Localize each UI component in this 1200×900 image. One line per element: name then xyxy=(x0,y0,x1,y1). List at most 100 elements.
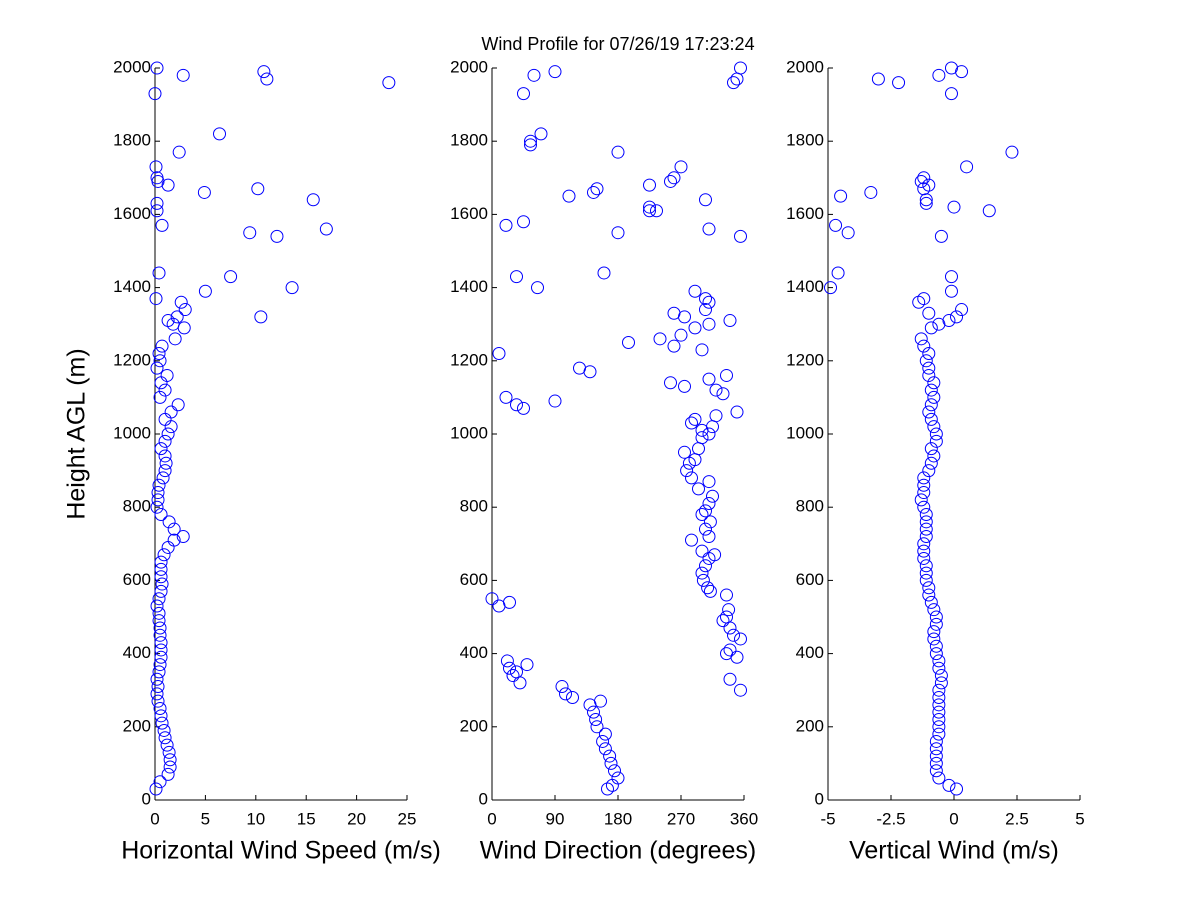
x-tick-label: 20 xyxy=(347,809,366,828)
point xyxy=(148,87,162,101)
point xyxy=(611,145,625,159)
point xyxy=(587,705,600,719)
y-tick-label: 0 xyxy=(815,789,824,808)
point xyxy=(922,581,936,595)
point xyxy=(934,229,948,243)
point xyxy=(158,434,172,448)
y-tick-label: 1600 xyxy=(450,204,488,223)
x-tick-label: 0 xyxy=(949,809,958,828)
point xyxy=(917,471,931,485)
point xyxy=(197,185,211,199)
x-tick-label: 25 xyxy=(398,809,417,828)
point xyxy=(960,160,974,174)
point xyxy=(678,445,691,459)
point xyxy=(734,229,747,243)
y-tick-label: 1400 xyxy=(786,277,824,296)
point xyxy=(927,449,941,463)
point xyxy=(162,745,176,759)
point xyxy=(947,200,961,214)
point xyxy=(524,138,537,152)
point xyxy=(151,694,165,708)
point xyxy=(149,292,163,306)
point xyxy=(699,292,712,306)
point xyxy=(643,204,656,218)
point xyxy=(611,226,625,240)
x-axis-label: Vertical Wind (m/s) xyxy=(849,837,1059,865)
point xyxy=(499,218,513,232)
point xyxy=(503,595,516,609)
point xyxy=(520,658,534,672)
point xyxy=(922,306,936,320)
point xyxy=(699,193,712,207)
point xyxy=(929,427,943,441)
point xyxy=(154,570,168,584)
point xyxy=(720,368,733,382)
y-tick-label: 1200 xyxy=(113,350,151,369)
point xyxy=(702,497,716,511)
point xyxy=(160,368,174,382)
point xyxy=(917,339,931,353)
point xyxy=(510,270,523,284)
point xyxy=(153,628,167,642)
point xyxy=(562,189,576,203)
point xyxy=(919,196,933,210)
point xyxy=(517,401,530,415)
x-axis-label: Wind Direction (degrees) xyxy=(480,837,757,865)
point xyxy=(158,464,172,478)
point xyxy=(510,665,523,679)
point xyxy=(158,731,172,745)
point xyxy=(622,336,635,349)
point xyxy=(500,654,514,668)
x-tick-label: 0 xyxy=(150,809,159,828)
point xyxy=(914,493,928,507)
point xyxy=(151,493,165,507)
point xyxy=(168,332,182,346)
point xyxy=(573,361,586,375)
point xyxy=(601,782,614,796)
point xyxy=(167,522,181,536)
point xyxy=(153,658,167,672)
point xyxy=(934,676,948,690)
point xyxy=(727,628,740,642)
point xyxy=(702,427,716,441)
x-tick-label: 90 xyxy=(546,809,565,828)
point xyxy=(702,475,716,489)
point xyxy=(716,614,730,628)
point xyxy=(1005,145,1019,159)
point xyxy=(702,295,716,309)
point xyxy=(924,456,938,470)
point xyxy=(950,782,964,796)
point xyxy=(174,295,188,309)
x-tick-label: 5 xyxy=(201,809,210,828)
point xyxy=(548,65,562,79)
point xyxy=(643,178,656,192)
y-tick-label: 600 xyxy=(460,570,488,589)
point xyxy=(685,416,698,430)
point xyxy=(922,464,936,478)
point xyxy=(150,672,164,686)
point xyxy=(587,185,600,199)
y-tick-label: 1600 xyxy=(113,204,151,223)
point xyxy=(929,764,943,778)
point xyxy=(485,592,499,606)
point xyxy=(590,182,604,196)
x-tick-label: 10 xyxy=(246,809,265,828)
point xyxy=(734,683,747,697)
point xyxy=(720,588,733,602)
y-tick-label: 400 xyxy=(796,643,824,662)
point xyxy=(699,522,712,536)
point xyxy=(922,361,936,375)
point xyxy=(932,661,946,675)
point xyxy=(929,434,943,448)
point xyxy=(950,310,964,324)
point xyxy=(152,266,166,280)
point xyxy=(164,405,178,419)
point xyxy=(154,643,168,657)
y-tick-label: 1000 xyxy=(786,423,824,442)
point xyxy=(517,215,530,229)
point xyxy=(643,200,656,214)
point xyxy=(917,544,931,558)
point xyxy=(924,442,938,456)
point xyxy=(917,292,931,306)
point xyxy=(942,778,956,792)
